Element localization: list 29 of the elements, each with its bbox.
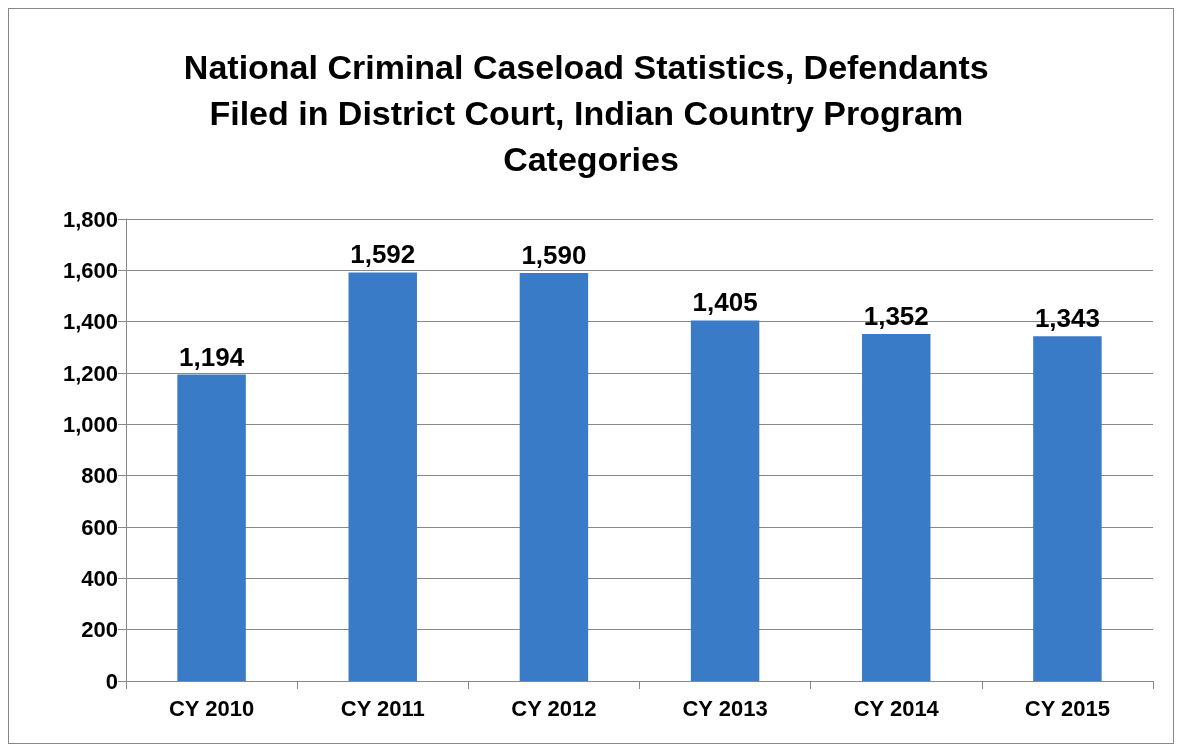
x-tick-label: CY 2012 <box>511 695 597 721</box>
data-label: 1,194 <box>179 341 245 372</box>
data-label: 1,592 <box>350 239 416 270</box>
y-tick-label: 1,400 <box>62 309 118 335</box>
y-tick-label: 1,000 <box>62 411 118 437</box>
x-tick-label: CY 2013 <box>682 695 768 721</box>
y-tick-label: 1,200 <box>62 360 118 386</box>
bar <box>519 272 589 681</box>
data-label: 1,352 <box>863 300 929 331</box>
bar <box>1033 336 1102 681</box>
bar <box>348 272 417 681</box>
data-label: 1,405 <box>692 287 758 318</box>
bar <box>690 320 760 681</box>
data-label: 1,590 <box>521 239 587 270</box>
x-tick-label: CY 2015 <box>1024 695 1111 721</box>
bar <box>177 374 246 681</box>
x-tick-label: CY 2011 <box>340 695 425 721</box>
y-tick-label: 800 <box>81 463 118 489</box>
bar <box>862 333 931 681</box>
y-tick-label: 1,800 <box>62 206 118 232</box>
y-tick-label: 600 <box>81 514 118 540</box>
y-tick-label: 200 <box>81 617 118 643</box>
x-tick-label: CY 2010 <box>168 695 255 721</box>
y-tick-label: 400 <box>81 565 118 591</box>
chart-title: National Criminal Caseload Statistics, Defendants Filed in District Court, Indian Country Program Categories <box>183 48 999 178</box>
y-tick-label: 1,600 <box>62 257 118 283</box>
x-tick-label: CY 2014 <box>853 695 940 721</box>
data-label: 1,343 <box>1034 303 1100 334</box>
y-tick-label: 0 <box>105 668 118 694</box>
